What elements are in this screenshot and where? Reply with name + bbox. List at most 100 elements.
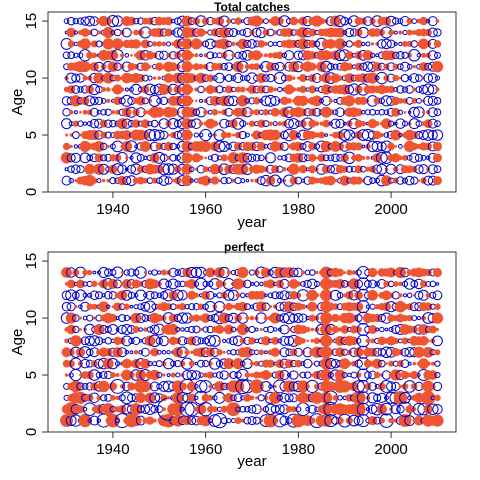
bubble-positive [199, 327, 203, 332]
bubble-positive [99, 279, 109, 289]
bubble-negative [368, 381, 377, 391]
bubble-positive [321, 72, 332, 84]
bubble-negative [400, 73, 410, 83]
bubble-positive [131, 39, 141, 49]
x-tick-label: 2000 [374, 441, 407, 458]
bubble-negative [140, 301, 151, 312]
bubble-positive [330, 73, 341, 83]
bubble-negative [166, 373, 171, 377]
bubble-positive [140, 39, 150, 49]
bubble-negative [155, 405, 164, 413]
bubble-positive [209, 141, 220, 152]
bubble-positive [358, 73, 369, 83]
bubble-positive [135, 369, 146, 381]
bubble-positive [370, 42, 375, 46]
panel-title: Total catches [214, 0, 290, 14]
bubble-negative [365, 407, 371, 412]
bubble-negative [425, 280, 432, 287]
bubble-positive [297, 38, 309, 50]
bubble-positive [181, 61, 193, 73]
bubble-negative [263, 18, 269, 24]
bubble-positive [132, 326, 140, 333]
bubble-positive [96, 395, 102, 401]
bubble-negative [128, 337, 135, 345]
bubble-positive [207, 394, 214, 401]
bubble-negative [416, 52, 422, 58]
bubble-negative [293, 313, 304, 324]
bubble-negative [369, 177, 376, 184]
bubble-negative [252, 416, 261, 425]
bubble-positive [400, 370, 410, 380]
bubble-positive [327, 109, 335, 116]
bubble-positive [369, 17, 376, 25]
bubble-positive [128, 371, 135, 379]
bubble-negative [153, 129, 165, 141]
bubble-negative [282, 311, 296, 325]
bubble-positive [205, 267, 216, 278]
bubble-negative [393, 30, 398, 35]
bubble-negative [104, 337, 112, 345]
bubble-positive [65, 133, 69, 137]
bubble-positive [222, 281, 227, 286]
bubble-positive [354, 176, 363, 185]
bubble-negative [335, 118, 345, 129]
bubble-positive [142, 177, 149, 184]
bubble-positive [79, 373, 82, 377]
bubble-negative [263, 350, 268, 355]
bubble-negative [71, 85, 81, 94]
bubble-negative [86, 314, 94, 322]
bubble-negative [300, 361, 306, 367]
bubble-positive [266, 279, 276, 289]
bubble-positive [288, 130, 299, 141]
bubble-negative [369, 52, 376, 58]
bubble-positive [421, 315, 426, 321]
bubble-negative [187, 416, 197, 426]
bubble-positive [237, 266, 249, 279]
bubble-negative [170, 360, 177, 367]
bubble-positive [430, 361, 435, 366]
bubble-positive [223, 324, 234, 335]
bubble-negative [98, 267, 110, 278]
bubble-positive [432, 153, 442, 163]
bubble-positive [308, 142, 317, 151]
bubble-negative [176, 312, 189, 324]
bubble-positive [333, 179, 338, 183]
bubble-positive [108, 164, 118, 174]
bubble-positive [203, 109, 209, 115]
bubble-positive [417, 179, 421, 182]
bubble-positive [320, 312, 333, 325]
bubble-positive [206, 74, 215, 82]
bubble-positive [328, 98, 333, 103]
bubble-negative [299, 371, 307, 379]
bubble-negative [165, 280, 172, 288]
bubble-negative [288, 118, 300, 130]
bubble-positive [96, 30, 102, 35]
bubble-negative [234, 177, 242, 185]
x-axis-label: year [237, 214, 266, 231]
bubble-negative [158, 175, 170, 186]
bubble-positive [151, 177, 158, 184]
bubble-positive [435, 19, 440, 23]
bubble-negative [272, 121, 278, 127]
bubble-negative [411, 315, 418, 321]
bubble-negative [207, 155, 213, 161]
bubble-positive [150, 348, 159, 357]
bubble-negative [299, 142, 307, 150]
bubble-negative [432, 335, 443, 347]
bubble-negative [61, 118, 73, 130]
bubble-negative [279, 347, 290, 358]
bubble-negative [143, 155, 148, 160]
bubble-negative [86, 154, 94, 162]
bubble-negative [166, 350, 171, 355]
bubble-positive [161, 41, 167, 47]
bubble-negative [87, 292, 93, 298]
bubble-positive [263, 166, 269, 172]
bubble-negative [429, 291, 437, 299]
bubble-positive [164, 28, 173, 37]
bubble-positive [231, 41, 236, 47]
bubble-positive [271, 336, 280, 345]
bubble-negative [215, 85, 224, 94]
bubble-positive [121, 358, 132, 369]
bubble-positive [277, 132, 283, 138]
bubble-positive [396, 313, 405, 323]
